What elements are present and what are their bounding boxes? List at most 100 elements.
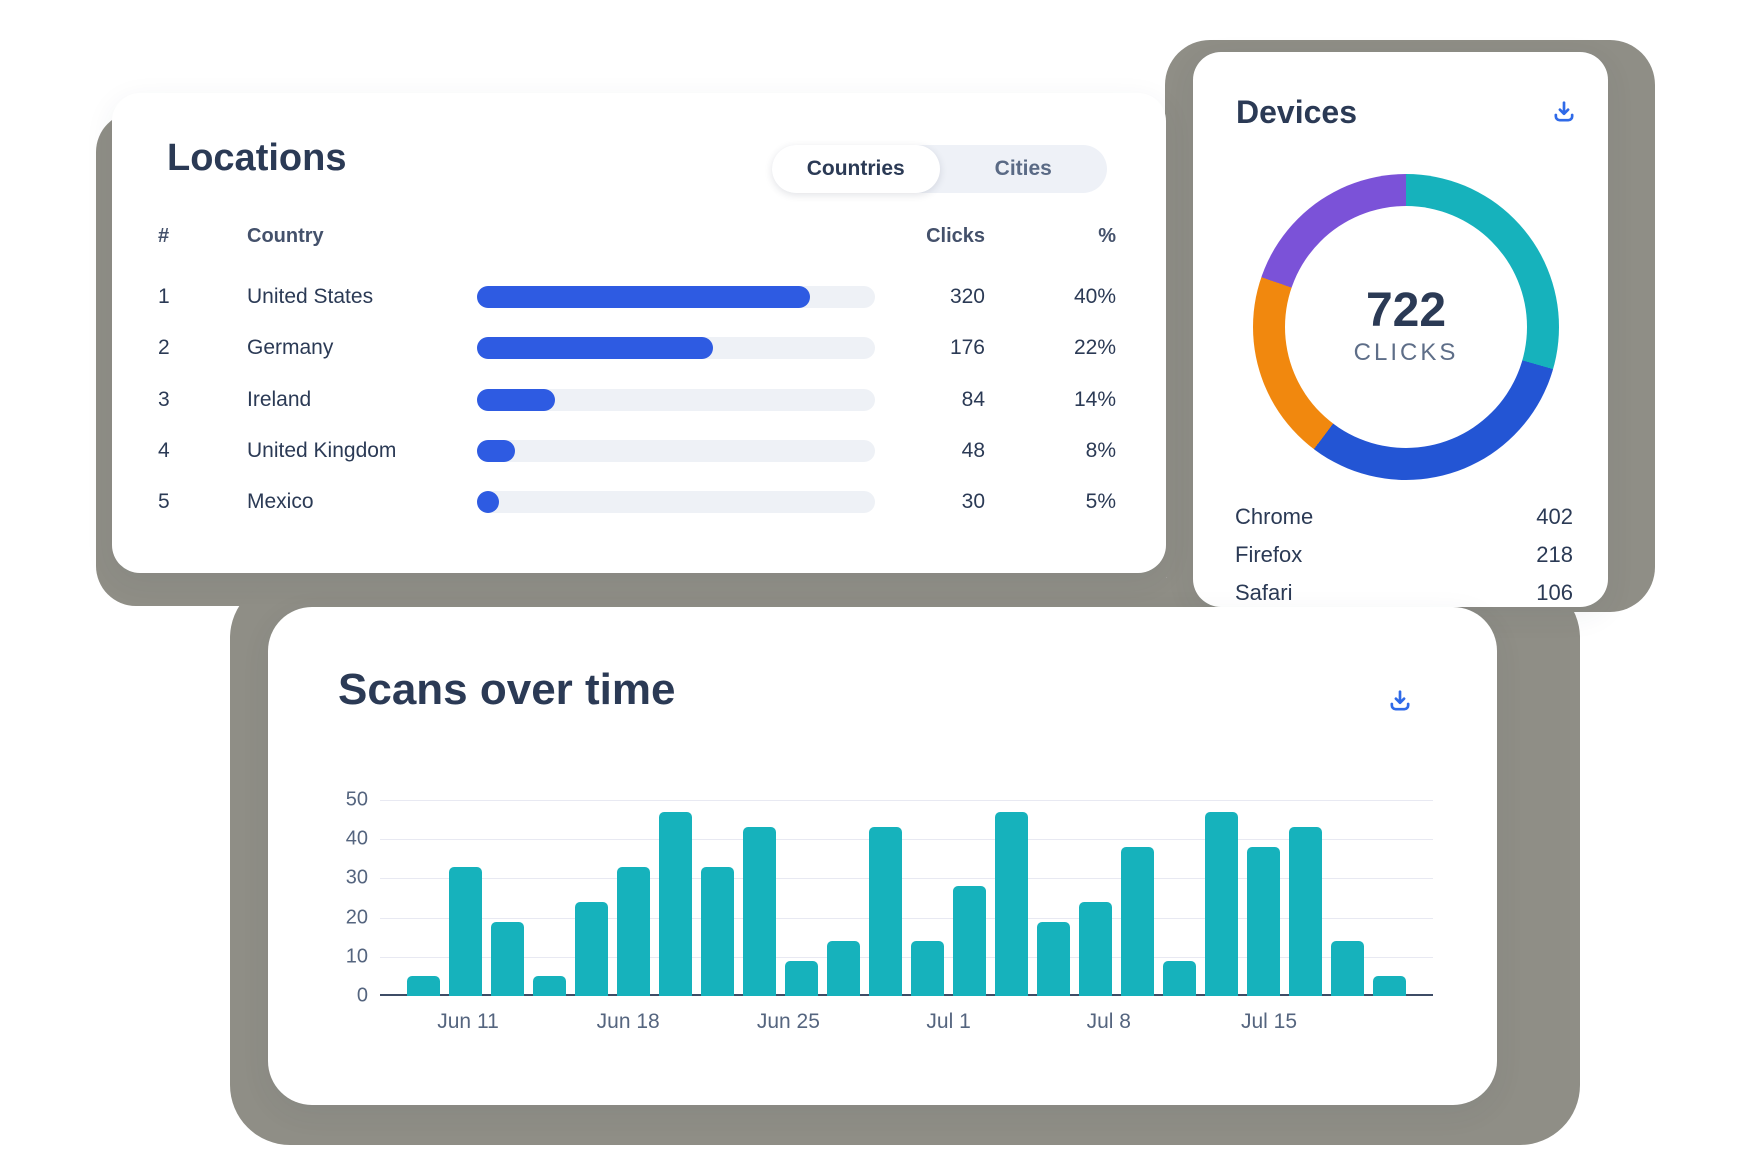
percent-cell: 40% (1073, 285, 1116, 308)
x-axis-line (380, 994, 1433, 996)
devices-card: Devices 722 CLICKS Chrome 402 Firefox 218 Sa… (1193, 52, 1608, 607)
device-value: 218 (1536, 542, 1573, 567)
devices-download-button[interactable] (1550, 98, 1578, 126)
device-row-firefox: Firefox 218 (1235, 540, 1573, 570)
locations-card: Locations Countries Cities # Country Cli… (112, 93, 1166, 573)
clicks-bar-track (477, 491, 875, 514)
percent-cell: 22% (1073, 336, 1116, 360)
scan-bar-1 (407, 976, 440, 996)
scan-bar-17 (1079, 901, 1112, 996)
scan-bar-13 (911, 941, 944, 996)
rank-cell: 1 (158, 285, 170, 308)
country-cell: Germany (247, 336, 334, 360)
y-tick-label-40: 40 (345, 827, 368, 850)
clicks-bar-track (477, 286, 875, 308)
scan-bar-18 (1121, 847, 1154, 996)
clicks-bar-fill (477, 491, 499, 514)
clicks-cell: 320 (949, 285, 985, 308)
clicks-bar-track (477, 439, 875, 462)
rank-cell: 2 (158, 336, 170, 360)
scans-download-button[interactable] (1386, 687, 1414, 715)
x-tick-label-jul-8: Jul 8 (1086, 1010, 1131, 1033)
rank-cell: 3 (158, 387, 170, 411)
header-country: Country (247, 225, 324, 247)
scans-over-time-card: Scans over time 50 40 30 20 10 0 Jun 11 Jun 18 J… (268, 607, 1497, 1105)
device-label: Safari (1235, 580, 1293, 605)
y-tick-label-0: 0 (356, 984, 368, 1007)
toggle-option-countries[interactable]: Countries (772, 145, 940, 193)
donut-total-label: CLICKS (1353, 339, 1459, 366)
header-percent: % (1098, 225, 1116, 247)
x-tick-label-jul-15: Jul 15 (1240, 1010, 1298, 1033)
device-value: 402 (1536, 504, 1573, 529)
country-cell: Mexico (247, 490, 314, 514)
clicks-bar-fill (477, 337, 713, 360)
location-row-ireland: 3 Ireland 84 14% (112, 374, 1166, 426)
clicks-bar-fill (477, 439, 515, 462)
country-cell: Ireland (247, 387, 312, 411)
scan-bar-23 (1331, 941, 1364, 996)
scan-bar-24 (1373, 976, 1406, 996)
scans-bar-chart: 50 40 30 20 10 0 Jun 11 Jun 18 Jun 25 Jul 1 Jul 8 J… (346, 789, 1433, 1033)
gridline-50 (380, 800, 1433, 801)
clicks-bar-fill (477, 388, 555, 411)
scan-bar-21 (1247, 847, 1280, 996)
scan-bar-12 (869, 827, 902, 996)
x-tick-label-jul-1: Jul 1 (926, 1010, 971, 1033)
device-label: Chrome (1235, 504, 1314, 529)
y-tick-label-30: 30 (345, 866, 368, 889)
download-icon (1550, 101, 1578, 129)
gridline-10 (380, 956, 1433, 958)
x-tick-label-jun-25: Jun 25 (756, 1010, 820, 1033)
scan-bar-8 (701, 866, 734, 996)
location-row-united-states: 1 United States 320 40% (112, 271, 1166, 323)
location-row-mexico: 5 Mexico 30 5% (112, 476, 1166, 528)
scans-card-title: Scans over time (338, 665, 676, 714)
gridline-30 (380, 878, 1433, 880)
scan-bar-11 (827, 941, 860, 996)
scan-bar-19 (1163, 960, 1196, 996)
y-tick-label-10: 10 (345, 945, 368, 968)
scan-bar-10 (785, 960, 818, 996)
device-value: 106 (1536, 580, 1573, 605)
device-row-chrome: Chrome 402 (1235, 502, 1573, 532)
scan-bar-15 (995, 811, 1028, 996)
clicks-bar-track (477, 337, 875, 360)
country-cell: United Kingdom (247, 438, 397, 462)
scan-bar-20 (1205, 811, 1238, 996)
devices-donut-chart (1253, 174, 1559, 480)
y-tick-label-50: 50 (345, 788, 368, 811)
locations-card-title: Locations (167, 137, 347, 179)
clicks-bar-track (477, 388, 875, 411)
location-row-united-kingdom: 4 United Kingdom 48 8% (112, 425, 1166, 477)
device-row-safari: Safari 106 (1235, 578, 1573, 607)
donut-total-value: 722 (1365, 284, 1447, 337)
clicks-cell: 176 (949, 336, 985, 360)
clicks-cell: 84 (961, 387, 985, 411)
scan-bar-5 (575, 901, 608, 996)
countries-cities-toggle: Countries Cities (772, 145, 1107, 193)
rank-cell: 4 (158, 438, 170, 462)
country-cell: United States (247, 285, 374, 308)
download-icon (1386, 690, 1414, 718)
percent-cell: 14% (1073, 387, 1116, 411)
gridline-40 (380, 839, 1433, 841)
donut-center-text: 722 CLICKS (1354, 287, 1459, 367)
header-rank: # (158, 225, 170, 247)
clicks-cell: 30 (961, 490, 985, 514)
rank-cell: 5 (158, 490, 170, 514)
clicks-bar-fill (477, 286, 811, 308)
devices-card-title: Devices (1236, 94, 1357, 130)
percent-cell: 5% (1085, 490, 1116, 514)
scan-bar-6 (617, 866, 650, 996)
scan-bar-2 (449, 866, 482, 996)
x-tick-label-jun-18: Jun 18 (596, 1010, 660, 1033)
toggle-option-cities[interactable]: Cities (940, 145, 1108, 193)
scan-bar-3 (491, 921, 524, 996)
scan-bar-7 (659, 811, 692, 996)
percent-cell: 8% (1085, 438, 1116, 462)
scan-bar-22 (1289, 827, 1322, 996)
scan-bar-9 (743, 827, 776, 996)
location-row-germany: 2 Germany 176 22% (112, 322, 1166, 374)
